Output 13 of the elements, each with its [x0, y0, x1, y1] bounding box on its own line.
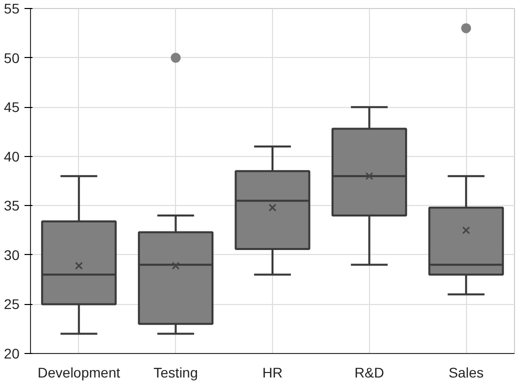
x-tick-label: HR [262, 364, 283, 380]
y-tick-label: 50 [4, 50, 20, 66]
y-tick-label: 20 [4, 346, 20, 362]
y-tick-label: 55 [4, 0, 20, 16]
x-tick-label: Sales [448, 364, 484, 380]
y-tick-label: 35 [4, 198, 20, 214]
x-tick-label: Testing [154, 364, 198, 380]
y-tick-label: 25 [4, 296, 20, 312]
y-tick-label: 40 [4, 148, 20, 164]
x-tick-label: Development [38, 364, 120, 380]
x-tick-label: R&D [354, 364, 384, 380]
y-tick-label: 45 [4, 99, 20, 116]
y-tick-label: 30 [4, 246, 20, 263]
